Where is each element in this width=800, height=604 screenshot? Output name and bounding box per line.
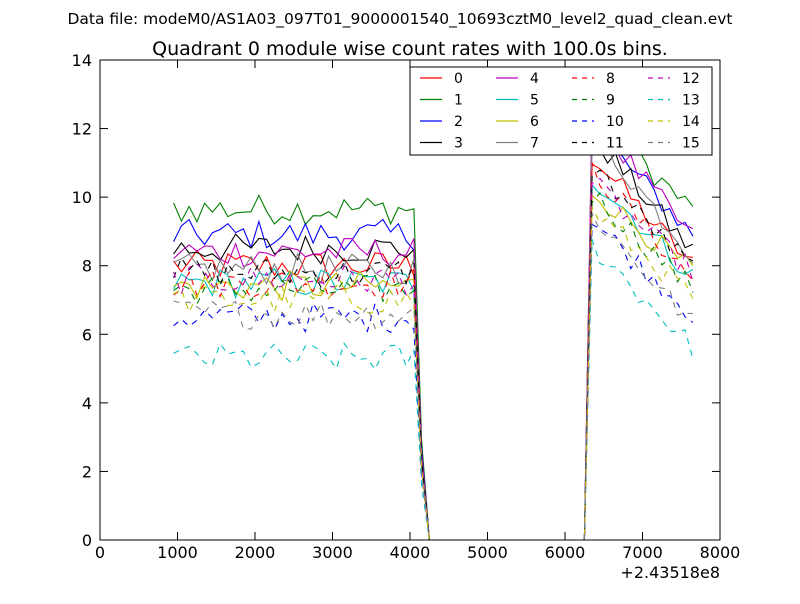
x-offset-label: +2.43518e8 xyxy=(620,563,720,582)
legend-label-15: 15 xyxy=(682,136,700,152)
y-tick-label: 6 xyxy=(82,325,92,344)
series-line-14 xyxy=(173,206,694,541)
x-tick-label: 6000 xyxy=(545,543,586,562)
legend-label-2: 2 xyxy=(454,114,463,130)
y-tick-label: 4 xyxy=(82,394,92,413)
legend-label-7: 7 xyxy=(530,136,539,152)
series-line-4 xyxy=(173,106,694,541)
plot-area xyxy=(173,106,694,541)
y-tick-label: 12 xyxy=(72,120,92,139)
y-tick-label: 8 xyxy=(82,257,92,276)
legend-label-3: 3 xyxy=(454,136,463,152)
x-tick-label: 2000 xyxy=(235,543,276,562)
series-line-12 xyxy=(173,177,694,541)
series-line-15 xyxy=(173,212,693,541)
legend-label-0: 0 xyxy=(454,71,463,87)
y-tick-label: 10 xyxy=(72,188,92,207)
series-line-0 xyxy=(173,163,693,541)
axes: 0 1000 2000 3000 4000 5000 6000 7000 80000246810… xyxy=(72,51,741,562)
x-tick-label: 8000 xyxy=(700,543,741,562)
series-line-7 xyxy=(173,132,694,541)
y-tick-label: 2 xyxy=(82,462,92,481)
series-line-3 xyxy=(173,125,694,541)
y-tick-label: 0 xyxy=(82,531,92,550)
legend-label-4: 4 xyxy=(530,71,539,87)
series-line-1 xyxy=(173,110,694,541)
legend-label-5: 5 xyxy=(530,93,539,109)
legend-label-8: 8 xyxy=(606,71,615,87)
legend-label-14: 14 xyxy=(682,114,700,130)
legend-label-12: 12 xyxy=(682,71,700,87)
legend-label-11: 11 xyxy=(606,136,624,152)
x-tick-label: 0 xyxy=(95,543,105,562)
x-tick-label: 5000 xyxy=(467,543,508,562)
series-line-8 xyxy=(173,162,694,541)
x-tick-label: 4000 xyxy=(390,543,431,562)
series-line-5 xyxy=(173,183,694,541)
suptitle: Data file: modeM0/AS1A03_097T01_90000015… xyxy=(67,10,732,29)
series-line-10 xyxy=(173,223,694,541)
x-tick-label: 7000 xyxy=(622,543,663,562)
legend-label-9: 9 xyxy=(606,93,615,109)
series-line-13 xyxy=(173,239,694,541)
legend-box xyxy=(409,66,713,156)
legend-label-13: 13 xyxy=(682,93,700,109)
x-tick-label: 1000 xyxy=(157,543,198,562)
series-line-9 xyxy=(173,191,694,541)
x-tick-label: 3000 xyxy=(312,543,353,562)
y-tick-label: 14 xyxy=(72,51,92,70)
legend-label-1: 1 xyxy=(454,93,463,109)
legend-label-10: 10 xyxy=(606,114,624,130)
chart-title: Quadrant 0 module wise count rates with … xyxy=(152,38,668,60)
legend-label-6: 6 xyxy=(530,114,539,130)
